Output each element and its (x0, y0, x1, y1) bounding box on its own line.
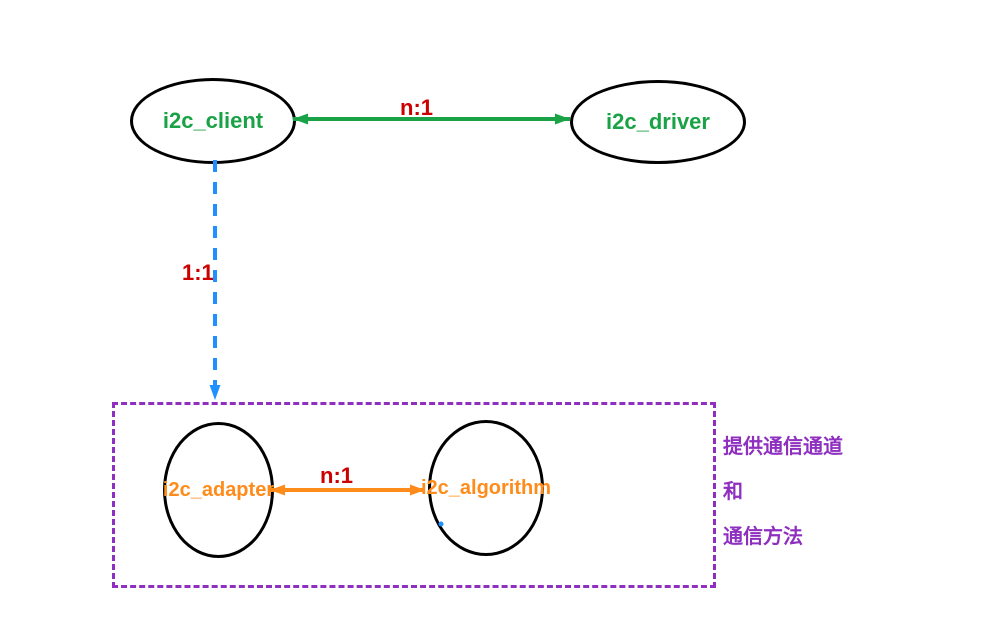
node-i2c-client: i2c_client (130, 78, 296, 164)
node-i2c-driver: i2c_driver (570, 80, 746, 164)
group-annotation-line2: 和 (723, 475, 743, 504)
node-label: i2c_client (163, 108, 263, 134)
group-annotation-line1: 提供通信通道 (723, 430, 843, 459)
group-annotation-line3: 通信方法 (723, 520, 803, 549)
node-i2c-algorithm: i2c_algorithm (428, 420, 544, 556)
node-label: i2c_algorithm (421, 477, 551, 500)
edge-label-client-driver: n:1 (400, 95, 433, 121)
node-i2c-adapter: i2c_adapter (163, 422, 274, 558)
edge-label-client-adapter: 1:1 (182, 260, 214, 286)
edge-label-adapter-algorithm: n:1 (320, 463, 353, 489)
node-label: i2c_driver (606, 109, 710, 135)
node-label: i2c_adapter (163, 479, 274, 502)
